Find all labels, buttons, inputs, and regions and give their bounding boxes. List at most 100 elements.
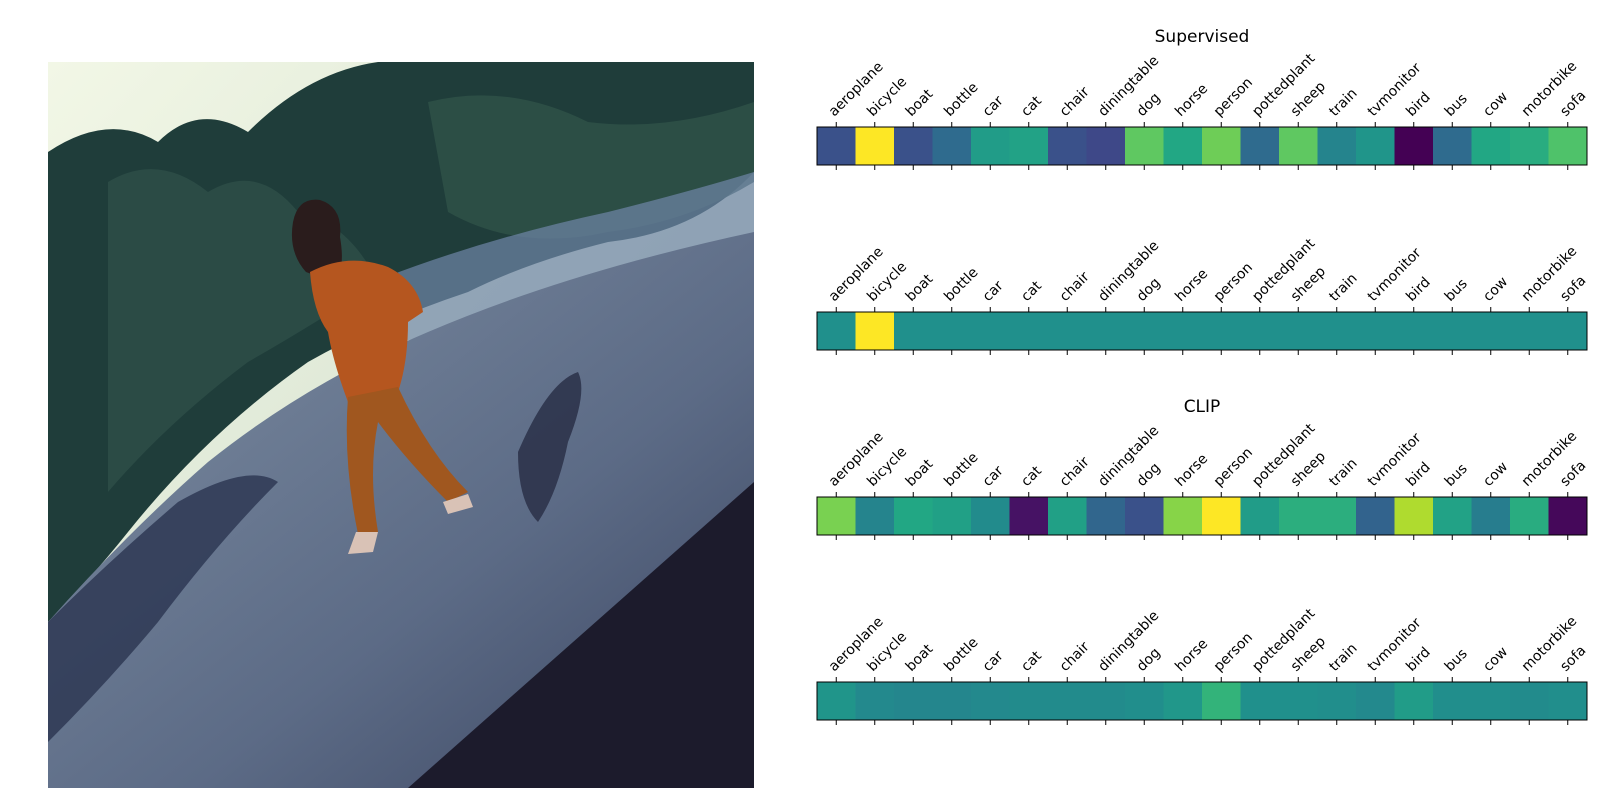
heatmap-cell-train bbox=[1317, 312, 1357, 350]
heatmap-cell-chair bbox=[1048, 312, 1087, 350]
tick-label-boat: boat bbox=[903, 86, 937, 120]
tick-label-bird: bird bbox=[1403, 274, 1434, 305]
heatmap-cell-pottedplant bbox=[1240, 682, 1280, 720]
heatmap-cell-person bbox=[1202, 497, 1241, 535]
heatmap-cell-bicycle bbox=[855, 682, 895, 720]
heatmap-cell-pottedplant bbox=[1240, 127, 1280, 165]
heatmap-cell-motorbike bbox=[1510, 127, 1549, 165]
heatmap-cell-train bbox=[1317, 682, 1357, 720]
heatmap-cell-diningtable bbox=[1086, 312, 1126, 350]
tick-label-sofa: sofa bbox=[1557, 458, 1589, 490]
heatmap-title: CLIP bbox=[1184, 397, 1221, 417]
heatmap-cell-sofa bbox=[1548, 127, 1588, 165]
heatmap-cell-bus bbox=[1433, 312, 1472, 350]
heatmap-cell-diningtable bbox=[1086, 127, 1126, 165]
heatmap-cell-car bbox=[971, 127, 1010, 165]
heatmap-cell-sheep bbox=[1279, 312, 1318, 350]
tick-label-cow: cow bbox=[1480, 274, 1511, 305]
tick-label-horse: horse bbox=[1172, 636, 1211, 675]
tick-label-car: car bbox=[980, 648, 1007, 675]
tick-label-bottle: bottle bbox=[941, 450, 981, 490]
tick-label-cat: cat bbox=[1018, 278, 1045, 305]
tick-label-bird: bird bbox=[1403, 459, 1434, 490]
tick-label-train: train bbox=[1326, 455, 1360, 489]
heatmap-cell-bird bbox=[1394, 312, 1434, 350]
heatmap-cell-bird bbox=[1394, 497, 1434, 535]
heatmap-cell-boat bbox=[894, 312, 933, 350]
tick-label-car: car bbox=[980, 278, 1007, 305]
heatmap-cell-chair bbox=[1048, 497, 1087, 535]
heatmap-cell-pottedplant bbox=[1240, 312, 1280, 350]
heatmap-cell-diningtable bbox=[1086, 497, 1126, 535]
heatmap-cell-car bbox=[971, 312, 1010, 350]
heatmap-cell-sheep bbox=[1279, 682, 1318, 720]
heatmap-frame bbox=[816, 681, 1588, 721]
heatmap-cell-bus bbox=[1433, 497, 1472, 535]
tick-label-sofa: sofa bbox=[1557, 643, 1589, 675]
tick-label-person: person bbox=[1211, 260, 1256, 305]
heatmap-cell-cat bbox=[1009, 127, 1049, 165]
tick-label-bird: bird bbox=[1403, 89, 1434, 120]
tick-label-horse: horse bbox=[1172, 266, 1211, 305]
heatmap-cell-bird bbox=[1394, 682, 1434, 720]
heatmap-cell-aeroplane bbox=[817, 497, 856, 535]
heatmap-cell-dog bbox=[1125, 682, 1164, 720]
heatmap-cell-train bbox=[1317, 127, 1357, 165]
heatmap-cell-bottle bbox=[932, 312, 972, 350]
tick-label-sofa: sofa bbox=[1557, 273, 1589, 305]
tick-label-dog: dog bbox=[1134, 460, 1164, 490]
heatmap-cell-pottedplant bbox=[1240, 497, 1280, 535]
tick-label-bus: bus bbox=[1442, 276, 1471, 305]
heatmap-cell-bicycle bbox=[855, 127, 895, 165]
tick-label-person: person bbox=[1211, 630, 1256, 675]
heatmap-cell-bottle bbox=[932, 127, 972, 165]
tick-label-horse: horse bbox=[1172, 451, 1211, 490]
heatmap-cell-chair bbox=[1048, 127, 1087, 165]
heatmap-cell-cat bbox=[1009, 497, 1049, 535]
tick-label-cat: cat bbox=[1018, 648, 1045, 675]
heatmap-cell-boat bbox=[894, 497, 933, 535]
tick-label-car: car bbox=[980, 463, 1007, 490]
heatmap-cell-bottle bbox=[932, 682, 972, 720]
heatmap-cell-cow bbox=[1471, 312, 1511, 350]
tick-label-train: train bbox=[1326, 270, 1360, 304]
heatmap-frame bbox=[816, 126, 1588, 166]
tick-label-person: person bbox=[1211, 75, 1256, 120]
tick-label-boat: boat bbox=[903, 456, 937, 490]
tick-label-chair: chair bbox=[1057, 84, 1093, 120]
tick-label-dog: dog bbox=[1134, 90, 1164, 120]
heatmap-cell-car bbox=[971, 497, 1010, 535]
heatmap-cell-bottle bbox=[932, 497, 972, 535]
heatmap-cell-sheep bbox=[1279, 497, 1318, 535]
tick-label-bus: bus bbox=[1442, 461, 1471, 490]
tick-label-sofa: sofa bbox=[1557, 88, 1589, 120]
tick-label-cow: cow bbox=[1480, 644, 1511, 675]
heatmap-cell-aeroplane bbox=[817, 682, 856, 720]
heatmap-cell-boat bbox=[894, 682, 933, 720]
heatmap-cell-sofa bbox=[1548, 497, 1588, 535]
tick-label-bus: bus bbox=[1442, 646, 1471, 675]
tick-label-dog: dog bbox=[1134, 645, 1164, 675]
heatmap-cell-person bbox=[1202, 127, 1241, 165]
heatmap-cell-aeroplane bbox=[817, 312, 856, 350]
heatmap-cell-horse bbox=[1163, 497, 1203, 535]
tick-label-cow: cow bbox=[1480, 459, 1511, 490]
heatmap-cell-horse bbox=[1163, 127, 1203, 165]
tick-label-chair: chair bbox=[1057, 639, 1093, 675]
heatmap-cell-tvmonitor bbox=[1356, 497, 1395, 535]
tick-label-bottle: bottle bbox=[941, 635, 981, 675]
heatmap-cell-cow bbox=[1471, 682, 1511, 720]
heatmap-cell-sofa bbox=[1548, 312, 1588, 350]
heatmap-cell-tvmonitor bbox=[1356, 312, 1395, 350]
heatmap-cell-aeroplane bbox=[817, 127, 856, 165]
heatmap-cell-sofa bbox=[1548, 682, 1588, 720]
tick-label-bottle: bottle bbox=[941, 80, 981, 120]
heatmap-cell-cow bbox=[1471, 127, 1511, 165]
heatmap-cell-motorbike bbox=[1510, 312, 1549, 350]
heatmap-cell-cat bbox=[1009, 312, 1049, 350]
